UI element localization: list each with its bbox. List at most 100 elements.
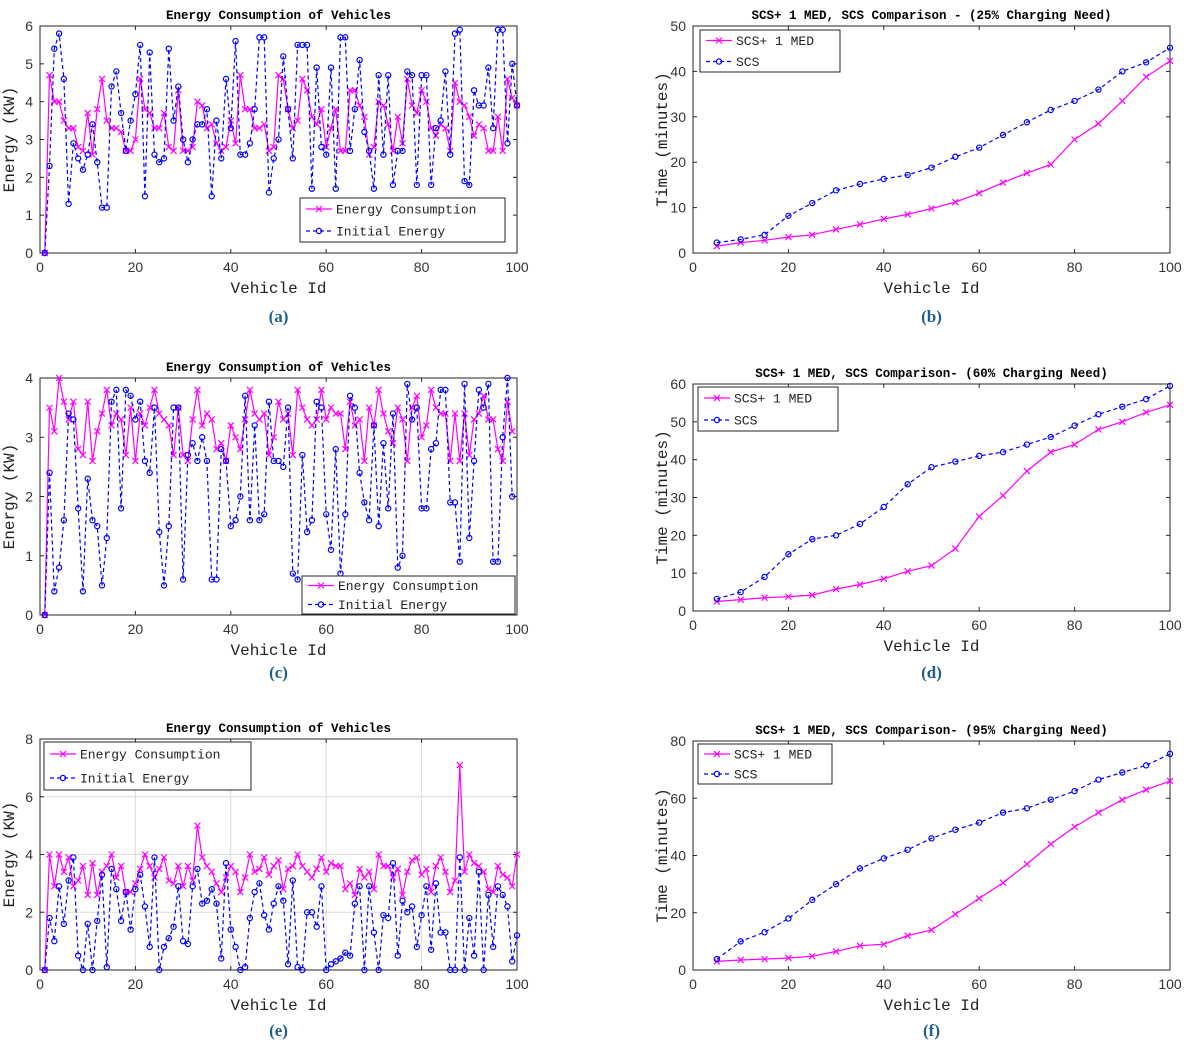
data-point [46,404,53,412]
data-point [155,865,163,873]
data-point [146,404,154,412]
data-point [327,404,335,412]
chart-c: 0 20 40 60 80 100 0 1 2 3 4 Energy Consumption of V… [1,361,529,682]
data-point [485,64,492,71]
data-point [494,862,502,870]
data-point [318,853,325,861]
data-point [136,398,144,405]
y-tick-label: 2 [25,904,33,920]
data-point [213,445,220,453]
data-point [198,434,206,441]
data-point [41,249,48,257]
data-point [136,410,144,417]
data-point [361,128,368,136]
data-point [408,856,416,864]
y-tick-label: 4 [25,847,33,863]
x-tick-label: 60 [971,259,987,275]
data-point [370,422,378,429]
data-point [761,594,768,602]
data-point [232,433,239,441]
data-point [928,926,935,934]
data-point [251,868,259,876]
data-point [432,132,440,140]
legend-label: SCS [736,55,760,70]
data-point [356,102,364,109]
data-point [832,880,840,888]
data-point [217,439,225,447]
data-point [51,937,58,945]
data-point [394,865,402,873]
x-tick-label: 20 [128,976,144,992]
panel-caption: (d) [921,663,942,682]
data-point [480,404,487,411]
data-point [461,868,468,876]
data-point [232,943,239,951]
data-point [141,457,149,465]
panel-caption: (a) [269,307,289,326]
data-point [260,511,268,518]
data-point [213,576,220,583]
data-point [1142,786,1150,794]
data-point [442,868,449,876]
data-point [232,139,239,147]
data-point [232,517,239,524]
data-point [928,835,935,842]
data-point [1047,161,1055,168]
data-point [308,874,316,882]
data-point [1142,73,1150,81]
data-point [108,421,115,429]
x-tick-label: 0 [689,617,697,633]
data-point [999,179,1007,187]
data-point [365,517,373,524]
y-tick-label: 30 [670,490,686,506]
data-point [189,136,196,143]
data-point [475,862,483,870]
data-point [337,955,344,962]
data-point [193,386,201,394]
data-point [41,966,48,974]
data-point [194,865,201,873]
data-point [270,155,277,162]
data-point [184,457,192,465]
data-point [404,380,411,388]
data-point [136,865,144,873]
data-point [389,859,397,867]
data-point [60,517,68,524]
x-tick-label: 20 [128,259,144,275]
data-point [74,505,82,512]
data-point [218,955,225,962]
data-point [184,862,192,870]
x-tick-label: 100 [1158,617,1182,633]
data-point [299,966,306,974]
data-point [999,879,1007,887]
data-point [208,885,215,893]
data-point [952,458,959,465]
data-point [98,871,106,878]
data-point [179,451,187,459]
data-point [70,416,77,423]
x-tick-label: 80 [414,259,430,275]
data-point [294,576,301,583]
data-point [203,410,211,417]
data-point [385,505,392,512]
data-point [880,575,888,583]
data-point [341,885,349,893]
data-point [1023,119,1031,126]
data-point [108,865,115,873]
data-point [461,380,468,388]
data-point [160,943,168,951]
data-point [113,386,120,394]
data-point [179,136,187,143]
data-point [952,826,959,833]
data-point [170,923,177,930]
data-point [303,41,311,49]
data-point [346,392,354,399]
data-point [1071,823,1079,831]
data-point [461,177,468,185]
x-axis-label: Vehicle Id [883,280,979,298]
x-axis-label: Vehicle Id [230,280,326,298]
data-point [1071,97,1078,105]
data-point [370,185,378,192]
x-tick-label: 20 [128,621,144,637]
legend-box [43,741,252,791]
